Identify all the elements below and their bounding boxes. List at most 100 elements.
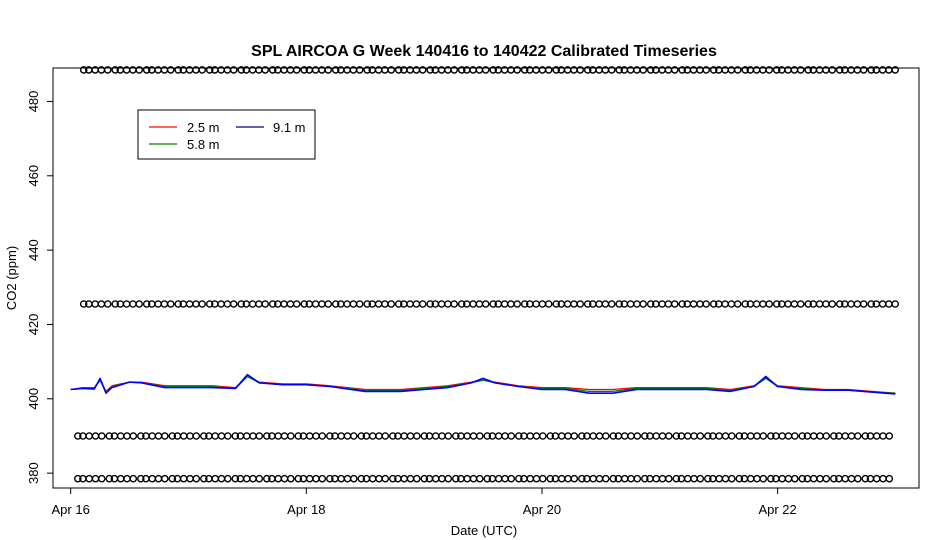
marker-point (136, 474, 145, 483)
marker-point (507, 432, 516, 440)
marker-point (735, 474, 744, 483)
marker-point (704, 474, 712, 483)
marker-point (859, 300, 868, 308)
marker-point (349, 432, 358, 440)
marker-point (861, 474, 870, 483)
marker-point (129, 432, 138, 440)
marker-point (394, 300, 403, 308)
marker-point (420, 474, 429, 483)
marker-point (609, 432, 618, 440)
marker-point (74, 432, 82, 440)
marker-point (728, 474, 736, 483)
marker-point (796, 66, 805, 74)
marker-point (772, 300, 781, 308)
marker-point (678, 300, 687, 308)
marker-point (741, 300, 750, 308)
legend-label-5-8m: 5.8 m (187, 137, 220, 152)
marker-point (767, 474, 775, 483)
x-tick-label: Apr 22 (758, 502, 796, 517)
marker-point (325, 432, 334, 440)
marker-point (387, 300, 396, 308)
marker-point (457, 300, 466, 308)
marker-point (552, 300, 561, 308)
marker-row (79, 300, 900, 308)
marker-point (515, 432, 523, 440)
marker-point (822, 432, 831, 440)
marker-point (261, 66, 270, 74)
marker-point (633, 432, 642, 440)
marker-point (199, 432, 208, 440)
marker-point (546, 432, 555, 440)
x-tick-label: Apr 20 (523, 502, 561, 517)
marker-point (444, 474, 453, 483)
marker-point (192, 474, 201, 483)
marker-point (830, 432, 838, 440)
marker-point (704, 432, 712, 440)
marker-point (426, 300, 435, 308)
marker-point (426, 66, 435, 74)
marker-point (192, 432, 201, 440)
plot-area (70, 66, 900, 483)
marker-point (198, 300, 206, 308)
marker-point (639, 66, 648, 74)
marker-point (481, 66, 490, 74)
marker-point (489, 66, 498, 74)
y-tick-label: 400 (26, 388, 41, 410)
marker-point (767, 432, 775, 440)
marker-row (74, 474, 894, 483)
marker-row (79, 66, 900, 74)
marker-point (129, 474, 138, 483)
marker-point (388, 432, 397, 440)
marker-point (142, 66, 151, 74)
marker-point (576, 300, 585, 308)
marker-point (355, 300, 364, 308)
marker-point (609, 474, 618, 483)
marker-point (735, 432, 744, 440)
marker-point (804, 66, 813, 74)
marker-point (861, 432, 870, 440)
y-tick-label: 480 (26, 91, 41, 113)
marker-point (205, 66, 214, 74)
marker-point (602, 474, 610, 483)
marker-point (602, 432, 610, 440)
marker-point (489, 300, 498, 308)
marker-point (570, 474, 579, 483)
marker-point (229, 66, 238, 74)
marker-point (835, 66, 844, 74)
marker-point (798, 474, 807, 483)
marker-point (388, 474, 397, 483)
marker-point (451, 432, 460, 440)
marker-point (349, 474, 358, 483)
marker-point (237, 66, 245, 74)
marker-point (891, 66, 900, 74)
marker-point (520, 300, 529, 308)
marker-point (292, 66, 301, 74)
marker-point (166, 66, 175, 74)
marker-point (363, 66, 372, 74)
marker-point (292, 300, 301, 308)
marker-point (450, 66, 459, 74)
marker-point (412, 432, 421, 440)
marker-point (74, 474, 82, 483)
marker-point (576, 66, 585, 74)
marker-point (168, 474, 177, 483)
marker-point (111, 300, 119, 308)
marker-point (670, 300, 679, 308)
marker-point (507, 474, 516, 483)
marker-point (355, 66, 364, 74)
marker-point (79, 66, 88, 74)
marker-point (583, 300, 592, 308)
marker-point (135, 66, 143, 74)
x-axis: Apr 16 Apr 18 Apr 20 Apr 22 (52, 488, 797, 517)
marker-point (483, 432, 492, 440)
marker-point (318, 432, 327, 440)
marker-point (325, 474, 334, 483)
marker-point (513, 300, 522, 308)
marker-point (702, 66, 711, 74)
marker-point (231, 432, 240, 440)
plot-frame (52, 67, 920, 489)
marker-point (451, 474, 460, 483)
marker-point (796, 300, 805, 308)
marker-point (696, 474, 705, 483)
